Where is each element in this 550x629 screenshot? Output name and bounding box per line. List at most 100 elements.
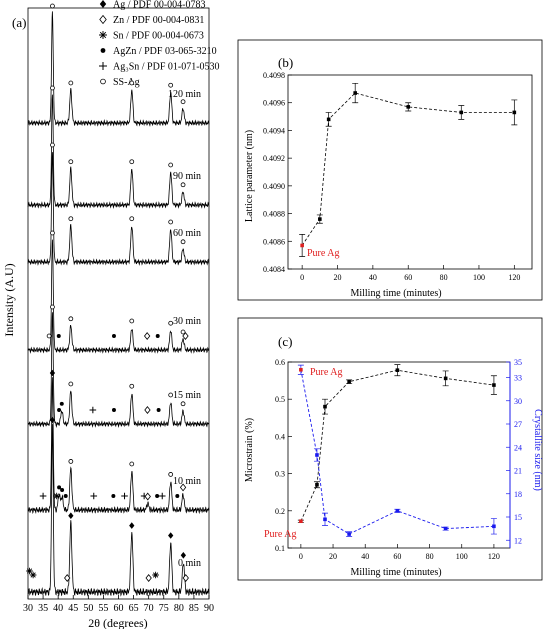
x-tick-label: 20 — [334, 273, 342, 282]
legend-entry: AgZn / PDF 03-065-3210 — [113, 46, 217, 57]
marker-open-diamond — [145, 574, 152, 582]
trace-label: 15 min — [173, 390, 201, 401]
xrd-trace-group: 60 min — [27, 142, 210, 266]
marker-square — [323, 404, 327, 409]
marker-square — [443, 376, 448, 381]
y-tick-label: 0.4090 — [263, 182, 285, 191]
x-tick-label: 80 — [426, 552, 434, 561]
marker-plus — [39, 492, 47, 500]
x-tick-label: 20 — [329, 552, 337, 561]
marker-open-circle — [129, 80, 135, 86]
marker-filled-circle — [57, 408, 62, 412]
x-tick-label: 35 — [38, 603, 48, 614]
panel-a-xrd: (a) Ag / PDF 00-004-0783 Zn / PDF 00-004-… — [2, 0, 220, 629]
panel-c-y-label-left: Microstrain (%) — [244, 418, 255, 482]
marker-square — [315, 482, 319, 487]
y-tick-label-right: 12 — [514, 536, 522, 545]
marker-open-diamond — [99, 14, 107, 25]
legend-entry: Zn / PDF 00-004-0831 — [113, 15, 204, 26]
xrd-trace — [27, 312, 210, 428]
xrd-trace-group: 120 min — [27, 3, 210, 127]
y-tick-label-right: 35 — [514, 358, 522, 367]
marker-square — [353, 91, 357, 95]
x-tick-label: 30 — [23, 603, 33, 614]
marker-square — [326, 117, 331, 122]
marker-open-circle — [68, 459, 74, 464]
marker-filled-diamond — [49, 416, 56, 424]
x-tick-label: 60 — [393, 552, 401, 561]
marker-square — [512, 110, 517, 115]
plot-frame — [287, 74, 533, 270]
y-tick-label: 0.4096 — [263, 99, 285, 108]
panel-c-plot: 0 20 40 60 80 100 120 0.1 0.2 0.3 0.4 0.5 0.6 12 15 18 2… — [275, 358, 522, 561]
marker-square — [299, 367, 303, 372]
trace-label: 10 min — [173, 476, 201, 487]
marker-asterisk — [26, 567, 33, 575]
panel-c-x-label: Milling time (minutes) — [350, 567, 441, 578]
y-tick-label: 0.4 — [275, 432, 285, 441]
x-tick-label: 0 — [299, 552, 303, 561]
marker-filled-circle — [111, 494, 116, 498]
trace-label: 0 min — [178, 558, 201, 569]
panel-c-y-label-right: Crystallite size (nm) — [532, 409, 543, 491]
y-tick-label-right: 27 — [514, 420, 522, 429]
x-tick-label: 120 — [488, 552, 500, 561]
x-tick-label: 60 — [404, 273, 412, 282]
xrd-trace-group: 30 min — [27, 230, 210, 354]
marker-asterisk — [152, 571, 159, 579]
marker-asterisk — [29, 571, 37, 579]
marker-filled-circle — [155, 334, 160, 338]
marker-square — [347, 379, 351, 384]
marker-square — [395, 509, 400, 513]
marker-open-diamond — [144, 492, 151, 501]
trace-label: 60 min — [173, 228, 201, 239]
x-tick-label: 100 — [456, 552, 468, 561]
xrd-trace-group: 90 min — [27, 85, 210, 209]
marker-open-diamond — [182, 332, 189, 340]
y-tick-label-right: 18 — [514, 490, 522, 499]
marker-square — [299, 519, 303, 524]
y-tick-label: 0.4084 — [263, 265, 285, 274]
marker-open-diamond — [64, 574, 71, 582]
x-tick-label: 90 — [204, 603, 214, 614]
panel-a-traces: 120 min 90 min 60 min 30 min 15 min 10 min 0 m… — [26, 3, 210, 597]
marker-filled-diamond — [168, 532, 174, 539]
panel-a-legend: Ag / PDF 00-004-0783 Zn / PDF 00-004-0831… — [99, 0, 220, 88]
marker-open-circle — [68, 381, 74, 387]
panel-c-annotation-top: Pure Ag — [310, 367, 343, 378]
marker-square — [347, 532, 351, 536]
y-tick-label: 0.4098 — [263, 71, 285, 80]
y-tick-label: 0.1 — [275, 544, 285, 553]
marker-open-circle — [168, 82, 174, 88]
trace-label: 30 min — [173, 316, 201, 327]
marker-asterisk — [53, 492, 60, 500]
panel-a-x-label: 2θ (degrees) — [88, 616, 147, 629]
legend-entry: Ag₃Sn / PDF 01-071-0530 — [113, 62, 220, 73]
marker-asterisk — [99, 31, 107, 39]
marker-open-circle — [68, 159, 74, 165]
marker-open-circle — [168, 392, 174, 398]
x-tick-label: 100 — [473, 273, 485, 282]
x-tick-label: 70 — [144, 603, 154, 614]
panel-a-x-ticks: 30 35 40 45 50 55 60 65 70 75 80 85 90 — [23, 595, 214, 614]
marker-open-circle — [180, 99, 186, 105]
marker-open-circle — [50, 85, 55, 91]
y-tick-label: 0.6 — [275, 358, 285, 367]
marker-square — [323, 517, 327, 522]
xrd-trace-group: 10 min — [27, 369, 210, 515]
x-tick-label: 75 — [159, 603, 169, 614]
marker-open-circle — [68, 316, 74, 322]
marker-open-diamond — [144, 406, 151, 414]
y-tick-label: 0.4094 — [263, 126, 285, 135]
x-tick-label: 65 — [129, 603, 139, 614]
panel-c-annotation-bottom: Pure Ag — [264, 529, 297, 540]
legend-entry: Ag / PDF 00-004-0783 — [113, 0, 206, 11]
y-tick-label-right: 15 — [514, 513, 522, 522]
panel-b-x-label: Milling time (minutes) — [350, 288, 441, 299]
y-tick-label: 0.4088 — [263, 210, 285, 219]
marker-square — [300, 243, 304, 248]
marker-filled-diamond — [129, 522, 135, 529]
marker-open-circle — [68, 216, 74, 222]
marker-filled-circle — [156, 408, 161, 412]
marker-filled-circle — [56, 334, 61, 338]
